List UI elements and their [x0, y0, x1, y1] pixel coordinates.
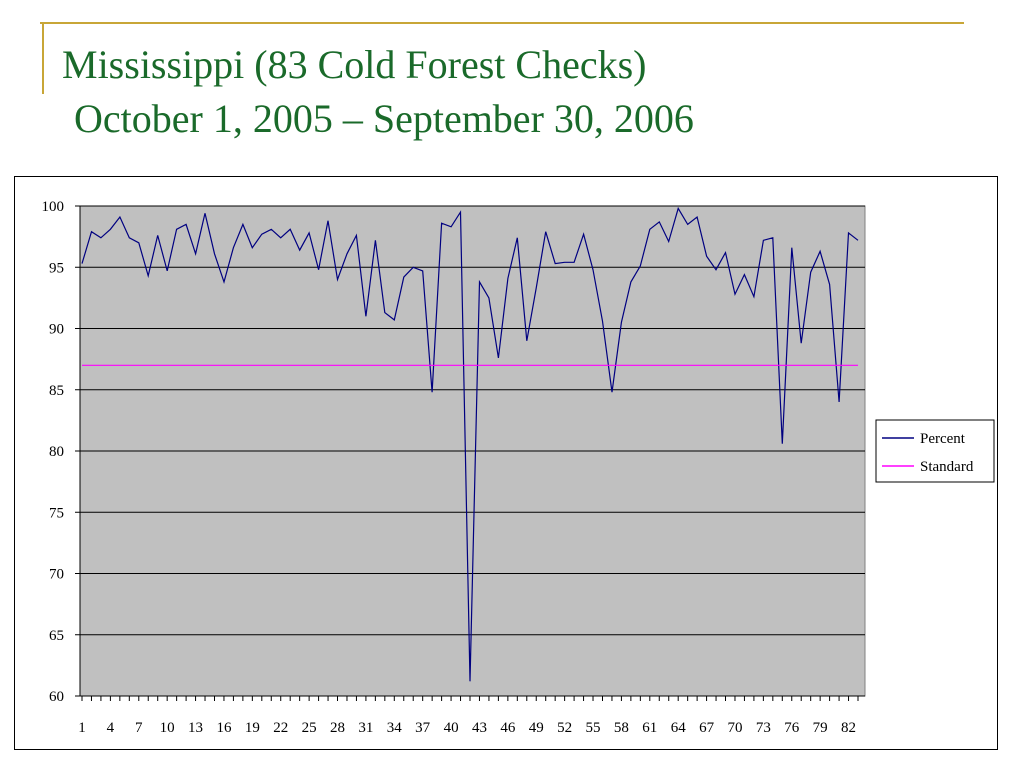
accent-bar-horizontal	[40, 22, 964, 24]
legend	[875, 419, 995, 483]
x-tick-label: 46	[500, 720, 516, 736]
y-tick-label: 65	[49, 628, 64, 644]
x-tick-label: 73	[756, 720, 771, 736]
x-tick-label: 1	[78, 720, 86, 736]
slide-title-line2: October 1, 2005 – September 30, 2006	[74, 96, 694, 141]
x-tick-label: 16	[216, 720, 232, 736]
x-tick-label: 82	[841, 720, 856, 736]
y-tick-label: 75	[49, 505, 64, 521]
x-tick-label: 28	[330, 720, 345, 736]
x-tick-label: 40	[444, 720, 459, 736]
x-tick-label: 67	[699, 720, 715, 736]
x-tick-label: 4	[107, 720, 115, 736]
x-tick-label: 49	[529, 720, 544, 736]
x-tick-label: 37	[415, 720, 431, 736]
x-tick-label: 10	[160, 720, 175, 736]
y-tick-label: 95	[49, 260, 64, 276]
y-tick-label: 70	[49, 567, 64, 583]
x-tick-label: 13	[188, 720, 203, 736]
accent-bar-vertical	[42, 24, 44, 94]
y-tick-label: 90	[49, 322, 64, 338]
x-tick-label: 22	[273, 720, 288, 736]
y-tick-label: 80	[49, 444, 64, 460]
x-tick-label: 58	[614, 720, 629, 736]
slide-title: Mississippi (83 Cold Forest Checks) Octo…	[62, 38, 694, 146]
slide-title-line1: Mississippi (83 Cold Forest Checks)	[62, 42, 647, 87]
x-tick-label: 7	[135, 720, 143, 736]
y-tick-label: 100	[42, 199, 65, 215]
x-tick-label: 34	[387, 720, 403, 736]
x-tick-label: 79	[813, 720, 828, 736]
series-line-percent	[81, 206, 859, 682]
y-tick-label: 60	[49, 689, 64, 705]
x-tick-label: 76	[784, 720, 800, 736]
x-tick-label: 64	[671, 720, 687, 736]
legend-label-standard: Standard	[920, 459, 974, 475]
x-tick-label: 25	[302, 720, 317, 736]
x-tick-label: 43	[472, 720, 487, 736]
legend-label-percent: Percent	[920, 431, 966, 447]
x-tick-label: 52	[557, 720, 572, 736]
y-tick-label: 85	[49, 383, 64, 399]
x-tick-label: 31	[358, 720, 373, 736]
x-tick-label: 61	[642, 720, 657, 736]
x-tick-label: 70	[727, 720, 742, 736]
x-tick-label: 55	[586, 720, 601, 736]
x-tick-label: 19	[245, 720, 260, 736]
